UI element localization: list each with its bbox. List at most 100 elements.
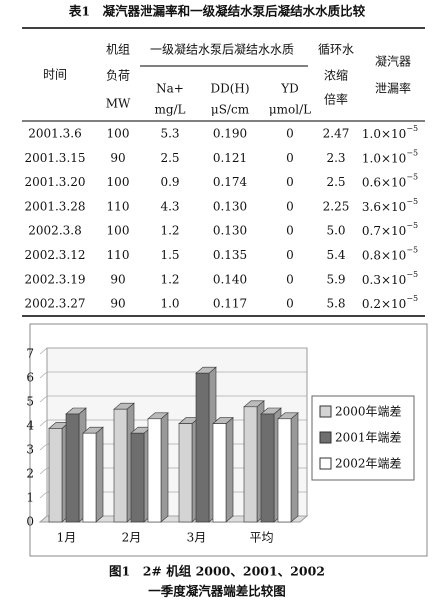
- mantissa: 0.7×10: [362, 224, 406, 238]
- table-cell: 0: [286, 175, 294, 189]
- table-cell: 0: [286, 297, 294, 311]
- table-cell: 2.47: [323, 127, 350, 141]
- table-header: 一级凝结水泵后凝结水水质: [150, 42, 294, 57]
- table-cell: 0: [286, 224, 294, 238]
- legend-swatch: [319, 457, 332, 470]
- table-cell: 110: [107, 199, 130, 213]
- table-cell: 2002.3.27: [24, 297, 85, 311]
- table-cell: 1.0×10−5: [362, 124, 418, 141]
- table-cell: 0: [286, 248, 294, 262]
- table-cell: 0.3×10−5: [362, 270, 418, 287]
- caption: 一季度凝汽器端差比较图: [148, 584, 286, 599]
- table-cell: 2.5: [160, 151, 179, 165]
- table-cell: 90: [110, 272, 125, 286]
- exponent: −5: [406, 124, 418, 133]
- table-cell: 0.121: [213, 151, 247, 165]
- y-tick-label: 2: [26, 467, 34, 481]
- bar: [130, 432, 145, 523]
- caption: 图1 2# 机组 2000、2001、2002: [109, 564, 325, 579]
- x-tick-label: 1月: [57, 531, 77, 545]
- table-header: 负荷: [106, 69, 130, 83]
- mantissa: 0.6×10: [362, 175, 406, 189]
- table-cell: 4.3: [160, 199, 179, 213]
- table-header: Na+: [156, 82, 184, 96]
- table-header: 循环水: [318, 43, 354, 57]
- table-header: 泄漏率: [375, 81, 411, 96]
- bar: [147, 418, 162, 523]
- bar: [212, 423, 227, 523]
- exponent: −5: [406, 294, 418, 303]
- bar-side: [290, 412, 299, 523]
- bar: [277, 418, 292, 523]
- exponent: −5: [406, 246, 418, 255]
- table-cell: 2002.3.19: [24, 272, 85, 286]
- bar-side: [160, 412, 169, 523]
- table-header: YD: [280, 82, 299, 96]
- y-tick-label: 7: [26, 347, 34, 361]
- legend-label: 2001年端差: [335, 431, 402, 445]
- y-tick-label: 3: [26, 443, 34, 457]
- table-cell: 2.3: [326, 151, 345, 165]
- exponent: −5: [406, 173, 418, 182]
- table-cell: 2001.3.15: [24, 151, 85, 165]
- x-tick-label: 2月: [122, 531, 142, 545]
- table-header: 浓缩: [324, 68, 348, 83]
- table-cell: 2001.3.20: [24, 175, 85, 189]
- grid-line: [39, 395, 307, 403]
- table-header: 时间: [43, 68, 67, 82]
- table-cell: 0: [286, 151, 294, 165]
- table-cell: 5.9: [326, 272, 345, 286]
- legend-label: 2002年端差: [335, 457, 402, 471]
- table-cell: 0.130: [213, 199, 247, 213]
- table-cell: 2001.3.28: [24, 199, 85, 213]
- table-cell: 1.5: [160, 248, 179, 262]
- x-tick-label: 平均: [249, 531, 273, 545]
- table-cell: 0.135: [213, 248, 247, 262]
- table-cell: 90: [110, 297, 125, 311]
- mantissa: 1.0×10: [362, 151, 406, 165]
- grid-line: [39, 371, 307, 379]
- table-cell: 5.0: [326, 224, 345, 238]
- y-tick-label: 0: [26, 515, 34, 529]
- y-tick-label: 1: [26, 491, 34, 505]
- table-header: 倍率: [324, 92, 348, 107]
- y-tick-label: 5: [26, 395, 34, 409]
- table-header: MW: [106, 97, 131, 111]
- table-cell: 0.2×10−5: [362, 294, 418, 311]
- legend-label: 2000年端差: [335, 405, 402, 419]
- table-cell: 0: [286, 199, 294, 213]
- bar-side: [225, 416, 234, 523]
- table-cell: 0: [286, 127, 294, 141]
- table-cell: 2002.3.8: [28, 224, 81, 238]
- y-tick-label: 6: [26, 371, 34, 385]
- exponent: −5: [406, 270, 418, 279]
- table-cell: 3.6×10−5: [362, 197, 418, 214]
- table-header: μmol/L: [269, 103, 311, 117]
- table-cell: 5.8: [326, 297, 345, 311]
- bar-side: [95, 426, 104, 523]
- table-cell: 0.8×10−5: [362, 246, 418, 263]
- legend-swatch: [319, 431, 332, 444]
- table-cell: 2001.3.6: [28, 127, 81, 141]
- mantissa: 0.2×10: [362, 297, 406, 311]
- table-cell: 2.5: [326, 175, 345, 189]
- grid-line: [39, 347, 307, 355]
- exponent: −5: [406, 197, 418, 206]
- table-cell: 90: [110, 151, 125, 165]
- bar: [243, 406, 258, 523]
- table-cell: 1.0×10−5: [362, 148, 418, 165]
- table-header: mg/L: [154, 103, 185, 117]
- mantissa: 1.0×10: [362, 127, 406, 141]
- table-cell: 100: [107, 175, 130, 189]
- table-cell: 100: [107, 224, 130, 238]
- table-cell: 5.4: [326, 248, 345, 262]
- bar: [113, 408, 128, 523]
- y-tick-label: 4: [26, 419, 34, 433]
- table-cell: 100: [107, 127, 130, 141]
- bar: [195, 372, 210, 523]
- table-cell: 1.2: [160, 224, 179, 238]
- mantissa: 0.8×10: [362, 248, 406, 262]
- legend-swatch: [319, 405, 332, 418]
- table-cell: 5.3: [160, 127, 179, 141]
